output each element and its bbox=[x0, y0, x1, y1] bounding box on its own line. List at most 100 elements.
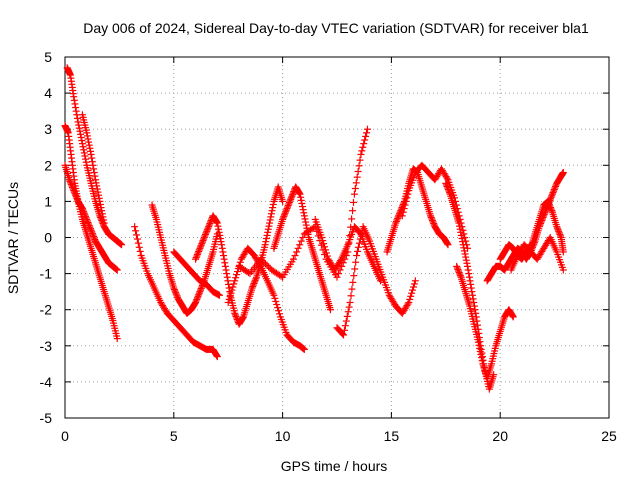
data-point bbox=[444, 186, 452, 194]
y-tick-label: 1 bbox=[44, 193, 52, 209]
data-point bbox=[85, 141, 93, 149]
data-point bbox=[82, 158, 90, 166]
chart-title: Day 006 of 2024, Sidereal Day-to-day VTE… bbox=[83, 20, 589, 36]
data-point bbox=[354, 167, 362, 175]
data-point bbox=[232, 312, 240, 320]
data-point bbox=[271, 294, 279, 302]
data-point bbox=[81, 152, 89, 160]
data-point bbox=[455, 269, 463, 277]
data-point bbox=[326, 306, 334, 314]
data-point bbox=[230, 280, 238, 288]
data-point bbox=[359, 143, 367, 151]
data-point bbox=[458, 235, 466, 243]
data-point bbox=[91, 176, 99, 184]
data-point bbox=[195, 291, 203, 299]
data-point bbox=[554, 226, 562, 234]
data-point bbox=[463, 259, 471, 267]
data-point bbox=[266, 219, 274, 227]
y-tick-label: -5 bbox=[40, 410, 53, 426]
data-point bbox=[80, 208, 88, 216]
data-point bbox=[200, 234, 208, 241]
data-point bbox=[443, 182, 451, 190]
data-point bbox=[203, 226, 211, 234]
data-point bbox=[345, 303, 353, 311]
data-point bbox=[443, 240, 451, 248]
data-point bbox=[215, 228, 223, 236]
x-tick-label: 20 bbox=[492, 428, 508, 444]
data-point bbox=[284, 203, 292, 211]
data-point bbox=[93, 185, 101, 193]
data-point bbox=[226, 292, 234, 300]
data-point bbox=[203, 227, 211, 235]
data-point bbox=[86, 223, 94, 231]
data-point bbox=[84, 135, 92, 143]
data-point bbox=[223, 273, 231, 281]
y-tick-label: -1 bbox=[40, 266, 53, 282]
data-point bbox=[83, 132, 91, 140]
data-point bbox=[197, 286, 205, 294]
data-point bbox=[249, 281, 257, 289]
data-point bbox=[98, 207, 106, 215]
data-point bbox=[409, 286, 417, 294]
data-point bbox=[475, 341, 483, 349]
data-point bbox=[216, 235, 224, 243]
data-point bbox=[71, 190, 79, 198]
data-point bbox=[264, 228, 272, 236]
data-point bbox=[444, 241, 452, 249]
data-point bbox=[469, 291, 477, 299]
data-point bbox=[202, 230, 210, 238]
data-point bbox=[352, 258, 360, 266]
data-point bbox=[90, 234, 98, 242]
data-point bbox=[357, 150, 365, 158]
data-point bbox=[453, 262, 461, 270]
data-point bbox=[287, 195, 295, 203]
data-point bbox=[70, 93, 78, 101]
data-point bbox=[250, 279, 258, 287]
data-point bbox=[355, 162, 363, 170]
data-point bbox=[360, 140, 368, 148]
data-point bbox=[92, 179, 100, 187]
data-point bbox=[392, 219, 400, 227]
data-point bbox=[73, 194, 81, 202]
data-point bbox=[295, 189, 303, 197]
y-tick-label: 4 bbox=[44, 85, 52, 101]
data-point bbox=[282, 206, 290, 214]
data-point bbox=[346, 298, 354, 306]
data-point bbox=[79, 143, 87, 151]
data-point bbox=[80, 209, 88, 217]
data-point bbox=[340, 331, 348, 339]
data-point bbox=[526, 242, 534, 250]
data-point bbox=[89, 161, 97, 169]
data-point bbox=[411, 277, 419, 285]
data-point bbox=[464, 266, 472, 274]
data-point bbox=[459, 241, 467, 249]
data-point bbox=[269, 200, 277, 208]
data-point bbox=[193, 295, 201, 303]
data-point bbox=[551, 184, 559, 192]
data-point bbox=[303, 224, 311, 232]
data-point bbox=[341, 322, 349, 330]
data-point bbox=[427, 212, 435, 220]
data-point bbox=[464, 262, 472, 270]
data-point bbox=[83, 129, 91, 137]
data-point bbox=[547, 204, 555, 212]
data-point bbox=[194, 249, 202, 257]
data-point bbox=[196, 244, 204, 252]
data-point bbox=[69, 185, 77, 193]
data-point bbox=[550, 186, 558, 194]
data-point bbox=[95, 194, 103, 202]
y-tick-label: -3 bbox=[40, 338, 53, 354]
data-point bbox=[548, 207, 556, 215]
data-point bbox=[297, 193, 305, 201]
data-point bbox=[244, 269, 252, 277]
data-point bbox=[78, 140, 86, 148]
data-point bbox=[195, 246, 203, 254]
data-point bbox=[285, 198, 293, 206]
data-point bbox=[404, 300, 412, 308]
data-point bbox=[224, 277, 232, 285]
data-point bbox=[407, 292, 415, 300]
data-point bbox=[408, 289, 416, 297]
data-point bbox=[303, 227, 311, 235]
data-point bbox=[265, 263, 273, 271]
data-point bbox=[459, 238, 467, 246]
